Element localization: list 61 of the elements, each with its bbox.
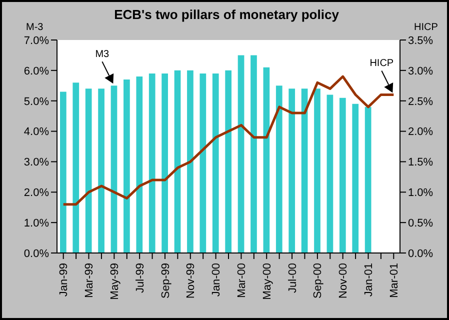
bar [301, 88, 308, 253]
chart-title: ECB's two pillars of monetary policy [113, 7, 340, 22]
bar [200, 73, 206, 253]
bar [162, 73, 168, 253]
x-tick-label: Sep-00 [312, 263, 324, 298]
bar [288, 88, 296, 253]
bar [85, 88, 92, 253]
bar [110, 86, 118, 253]
y2-tick-label: 3.0% [408, 65, 434, 78]
y2-tick-label: 1.0% [408, 187, 434, 200]
text: HICP [368, 58, 395, 69]
bar [326, 94, 334, 253]
y-tick-label: 0.0% [24, 248, 50, 260]
bar [352, 104, 359, 253]
x-tick-label: Jan-99 [58, 263, 70, 297]
y-tick-label: 3.0% [24, 156, 50, 169]
bar [148, 73, 156, 253]
y-axis-title: M-3 [26, 22, 44, 33]
y2-tick-label: 3.5% [408, 34, 434, 47]
bar [238, 55, 244, 253]
bar [174, 70, 181, 253]
x-tick-label: Jan-01 [363, 263, 376, 297]
x-tick-label: Jul-00 [286, 263, 299, 293]
bar [314, 88, 320, 253]
x-tick-label: Mar-01 [388, 263, 400, 298]
bar [225, 70, 232, 253]
y-tick-label: 7.0% [24, 34, 50, 47]
line-series [62, 75, 395, 206]
x-tick-label: May-99 [108, 263, 121, 300]
bar [187, 70, 194, 253]
y-tick-label: 4.0% [24, 126, 50, 138]
y-tick-label: 2.0% [24, 187, 50, 200]
x-tick-label: Jul-99 [134, 263, 146, 293]
bar [72, 82, 80, 253]
x-tick-label: Jan-00 [210, 263, 223, 297]
x-tick-label: Nov-00 [338, 263, 350, 298]
y-tick-label: 5.0% [24, 96, 50, 108]
bar [263, 67, 270, 253]
x-tick-label: Nov-99 [185, 263, 198, 298]
bar [364, 106, 372, 253]
y2-tick-label: 1.5% [408, 156, 434, 169]
y2-tick-label: 2.0% [408, 126, 434, 138]
bar [98, 88, 104, 253]
bar [124, 80, 130, 253]
x-tick-label: Mar-99 [84, 263, 96, 298]
y2-axis-title: HICP [414, 22, 438, 33]
x-tick-label: Sep-99 [160, 263, 172, 298]
bar [339, 98, 346, 253]
y-tick-label: 1.0% [24, 217, 50, 230]
y-tick-label: 6.0% [24, 65, 50, 78]
x-tick-label: May-00 [261, 263, 274, 300]
bar [136, 76, 143, 253]
y2-tick-label: 0.5% [408, 217, 434, 230]
bar [212, 73, 219, 253]
bar [250, 55, 257, 253]
bar [60, 92, 66, 253]
x-tick-label: Mar-00 [236, 263, 248, 298]
bar [276, 86, 282, 253]
y2-tick-label: 2.5% [408, 96, 434, 108]
y2-tick-label: 0.0% [408, 248, 434, 260]
text: M3 [94, 48, 110, 60]
